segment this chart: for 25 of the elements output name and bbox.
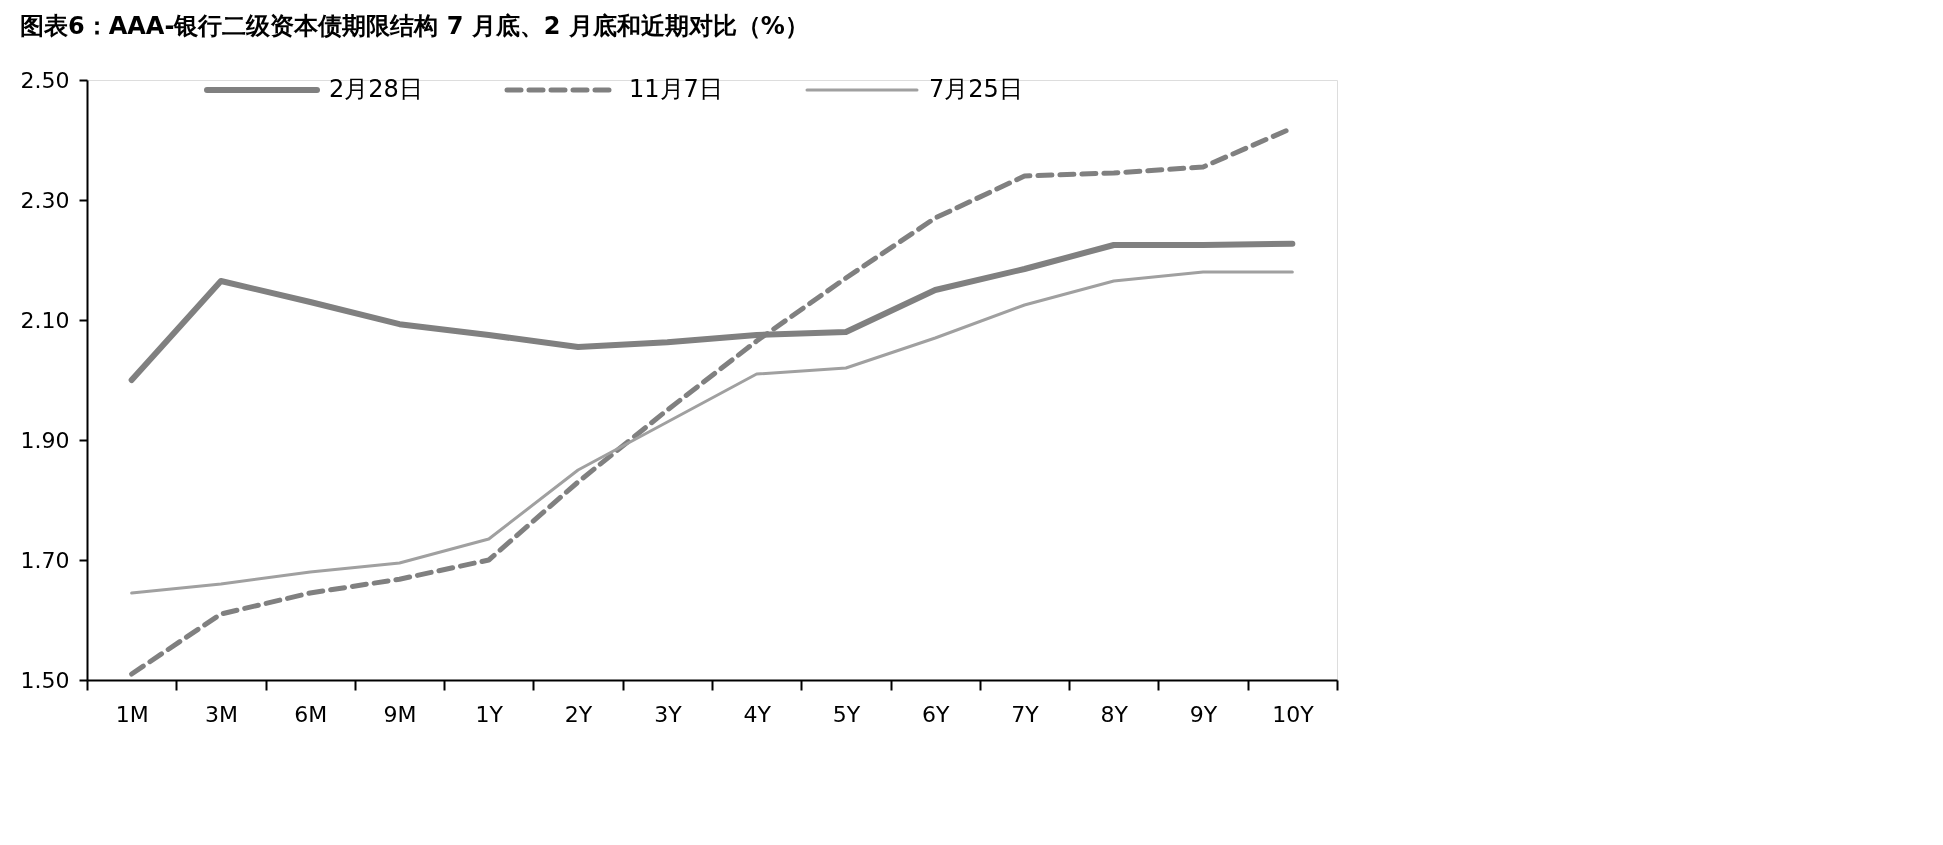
- legend-label: 11月7日: [629, 75, 723, 103]
- x-tick-label: 6M: [294, 701, 328, 727]
- x-tick-label: 2Y: [564, 701, 593, 727]
- chart-title: 图表6：AAA-银行二级资本债期限结构 7 月底、2 月底和近期对比（%）: [20, 12, 809, 40]
- x-tick-label: 1M: [115, 701, 149, 727]
- legend-label: 2月28日: [329, 75, 423, 103]
- x-tick-label: 5Y: [832, 701, 861, 727]
- y-tick-label: 1.50: [20, 667, 70, 693]
- y-tick-label: 1.70: [20, 547, 70, 573]
- x-tick-label: 9M: [383, 701, 417, 727]
- x-tick-label: 1Y: [475, 701, 504, 727]
- x-tick-label: 7Y: [1011, 701, 1040, 727]
- x-tick-label: 9Y: [1189, 701, 1218, 727]
- x-tick-label: 10Y: [1272, 701, 1315, 727]
- x-tick-label: 6Y: [922, 701, 950, 727]
- x-tick-label: 3M: [204, 701, 238, 727]
- legend-label: 7月25日: [929, 75, 1023, 103]
- x-tick-label: 8Y: [1100, 701, 1129, 727]
- x-tick-label: 3Y: [654, 701, 683, 727]
- y-tick-label: 2.50: [20, 67, 70, 93]
- line-series: [130, 270, 1294, 595]
- y-tick-label: 2.30: [20, 187, 70, 213]
- x-tick-label: 4Y: [743, 701, 772, 727]
- y-tick-label: 1.90: [20, 427, 70, 453]
- y-tick-label: 2.10: [20, 307, 70, 333]
